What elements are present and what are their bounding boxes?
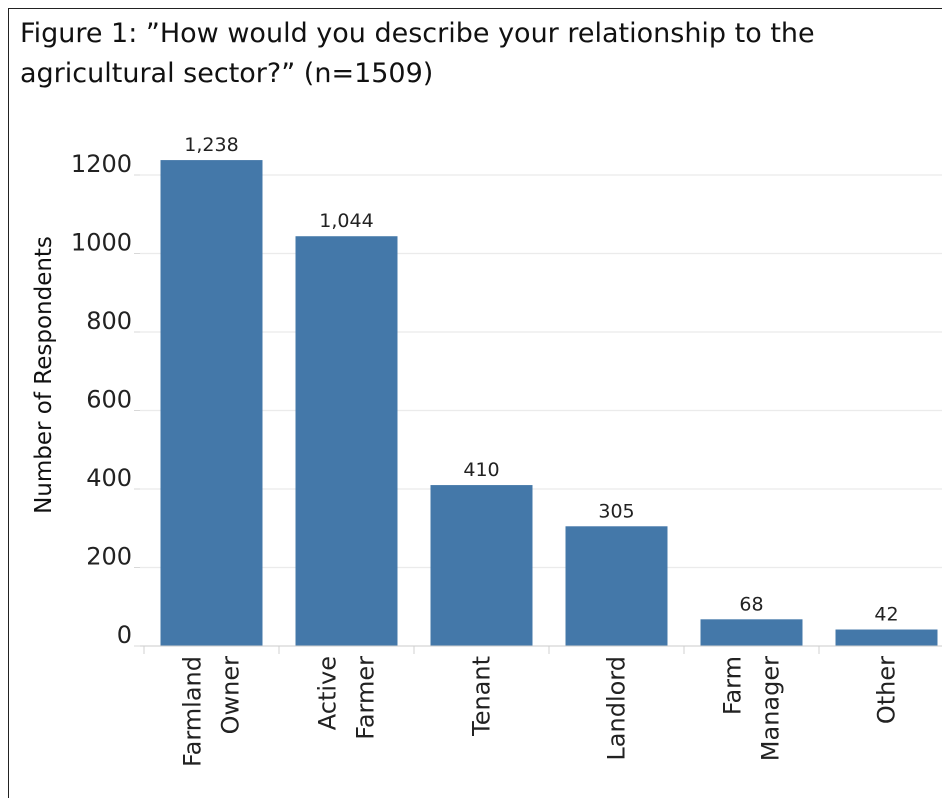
bar (835, 629, 938, 646)
bar (430, 485, 533, 646)
chart-title-line-1: Figure 1: ”How would you describe your r… (20, 18, 815, 49)
x-tick-label: Farmland (179, 656, 207, 767)
x-tick-label: Landlord (603, 656, 631, 761)
bars (160, 160, 938, 647)
x-axis: Farmland Owner Active Farmer Tenant Landlord F… (140, 645, 942, 767)
bar (160, 160, 263, 646)
data-label: 42 (874, 604, 898, 626)
y-tick-label: 200 (86, 543, 132, 571)
y-tick-label: 1000 (71, 229, 132, 257)
y-tick-label: 800 (86, 307, 132, 335)
y-tick-label: 400 (86, 464, 132, 492)
x-tick-label: Active (314, 656, 342, 730)
x-tick-label: Owner (217, 656, 245, 734)
data-label: 305 (598, 500, 634, 522)
y-tick-label: 600 (86, 386, 132, 414)
y-axis-label: Number of Respondents (31, 236, 57, 514)
y-axis: 0 200 400 600 800 1000 1200 (71, 150, 140, 649)
data-label: 1,238 (184, 134, 238, 156)
bar (700, 619, 803, 646)
x-tick-label: Tenant (468, 656, 496, 737)
y-tick-label: 1200 (71, 150, 132, 178)
x-tick-label: Manager (757, 656, 785, 761)
x-tick-label: Farmer (352, 656, 380, 740)
chart-frame (8, 8, 942, 798)
data-label: 410 (463, 459, 499, 481)
gridlines (140, 174, 942, 647)
data-label: 1,044 (319, 210, 373, 232)
data-label: 68 (739, 593, 763, 615)
bar (295, 236, 398, 647)
bar (565, 526, 668, 646)
chart-title: Figure 1: ”How would you describe your r… (20, 14, 920, 94)
x-tick-label: Farm (719, 656, 747, 715)
value-labels: 1,238 1,044 410 305 68 42 (184, 134, 898, 625)
y-tick-label: 0 (117, 621, 132, 649)
chart-title-line-2: agricultural sector?” (n=1509) (20, 58, 434, 89)
x-tick-label: Other (873, 656, 901, 724)
